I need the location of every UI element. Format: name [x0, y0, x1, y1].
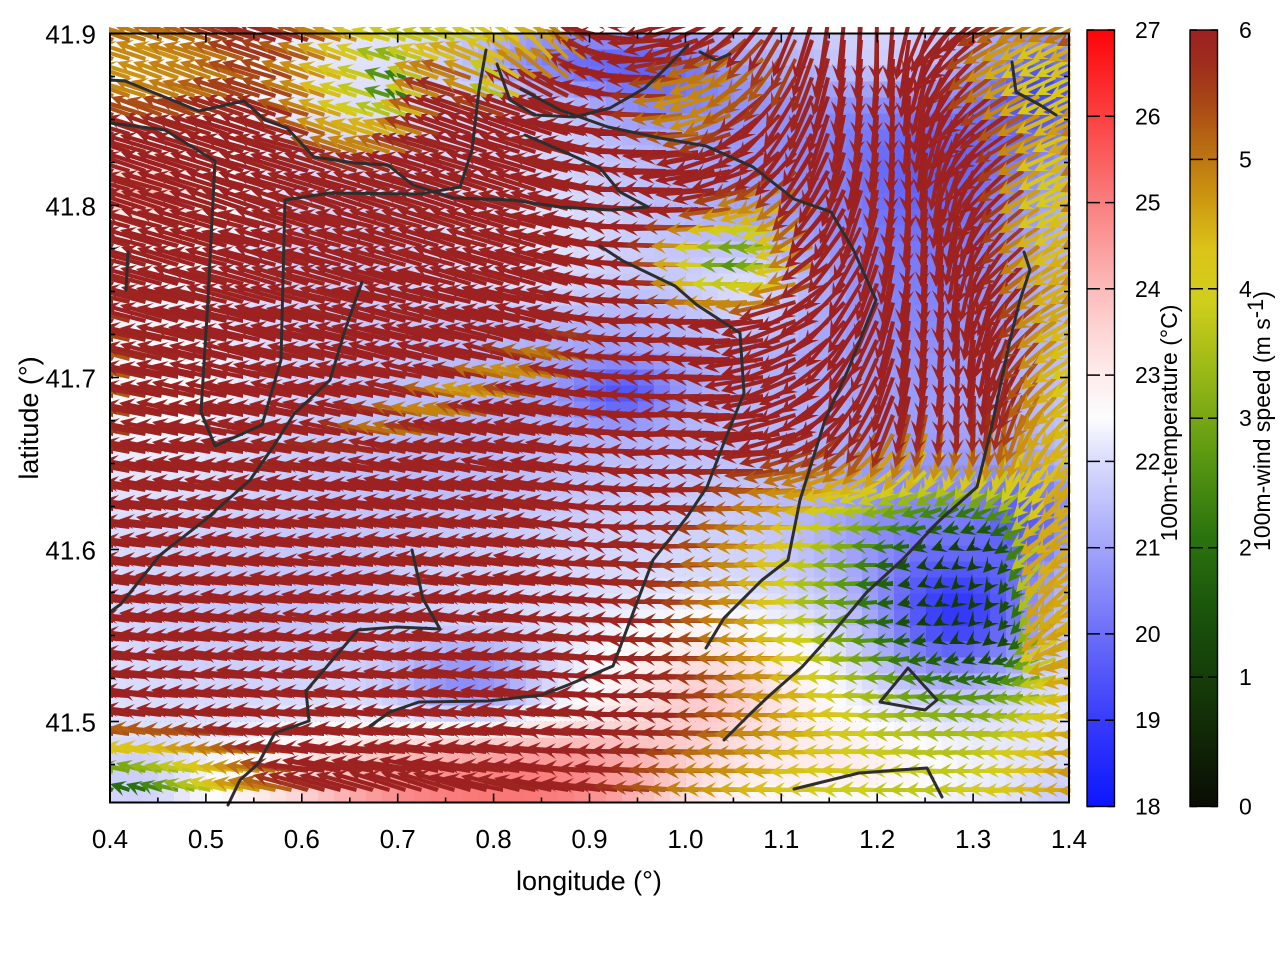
- svg-text:19: 19: [1135, 707, 1161, 733]
- svg-text:18: 18: [1135, 794, 1161, 820]
- svg-text:41.7: 41.7: [45, 364, 96, 394]
- svg-text:22: 22: [1135, 448, 1161, 474]
- svg-text:100m-wind speed (m s-1): 100m-wind speed (m s-1): [1243, 291, 1275, 551]
- svg-text:0.9: 0.9: [571, 824, 607, 854]
- svg-text:0: 0: [1239, 794, 1252, 820]
- svg-text:41.9: 41.9: [45, 20, 96, 50]
- svg-text:longitude (°): longitude (°): [516, 866, 662, 896]
- svg-text:24: 24: [1135, 276, 1161, 302]
- svg-text:41.5: 41.5: [45, 708, 96, 738]
- svg-text:1.3: 1.3: [955, 824, 991, 854]
- svg-text:25: 25: [1135, 190, 1161, 216]
- svg-text:6: 6: [1239, 17, 1252, 43]
- svg-text:1.2: 1.2: [859, 824, 895, 854]
- svg-text:latitude (°): latitude (°): [14, 356, 44, 479]
- svg-text:1.0: 1.0: [667, 824, 703, 854]
- svg-text:1.1: 1.1: [763, 824, 799, 854]
- svg-text:0.8: 0.8: [476, 824, 512, 854]
- svg-text:26: 26: [1135, 103, 1161, 129]
- svg-text:4: 4: [1239, 276, 1252, 302]
- svg-text:0.4: 0.4: [92, 824, 128, 854]
- svg-text:0.7: 0.7: [380, 824, 416, 854]
- svg-text:100m-temperature (°C): 100m-temperature (°C): [1156, 305, 1182, 542]
- svg-text:0.5: 0.5: [188, 824, 224, 854]
- svg-text:1: 1: [1239, 664, 1252, 690]
- svg-text:41.8: 41.8: [45, 192, 96, 222]
- svg-text:27: 27: [1135, 17, 1161, 43]
- svg-text:3: 3: [1239, 405, 1252, 431]
- svg-text:5: 5: [1239, 146, 1252, 172]
- svg-text:21: 21: [1135, 535, 1161, 561]
- svg-text:1.4: 1.4: [1051, 824, 1087, 854]
- svg-text:41.6: 41.6: [45, 536, 96, 566]
- svg-text:20: 20: [1135, 621, 1161, 647]
- svg-text:2: 2: [1239, 535, 1252, 561]
- svg-text:0.6: 0.6: [284, 824, 320, 854]
- svg-text:23: 23: [1135, 362, 1161, 388]
